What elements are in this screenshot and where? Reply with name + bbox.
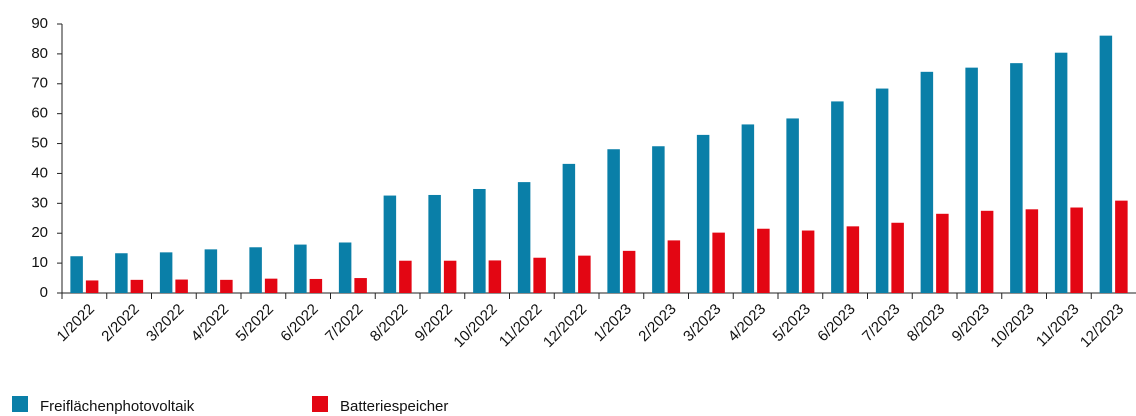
bar [204,249,218,293]
legend-swatch [12,396,28,412]
bar [920,71,934,293]
bar [1099,35,1113,293]
x-tick-label: 7/2022 [322,301,366,345]
x-tick-label: 10/2023 [987,301,1037,351]
bar [936,213,949,293]
x-tick-label: 11/2023 [1033,301,1083,351]
x-tick-label: 2/2022 [98,301,142,345]
bar [159,252,173,293]
bar [130,279,144,293]
bar [846,226,860,293]
y-tick-label: 40 [31,164,48,181]
x-tick-label: 11/2022 [496,301,546,351]
x-tick-label: 9/2022 [412,301,456,345]
x-tick-label: 9/2023 [949,301,993,345]
bar [712,232,725,293]
x-tick-label: 1/2022 [54,301,98,345]
x-tick-label: 12/2022 [540,301,590,351]
bar [488,260,502,293]
bar [622,250,636,293]
legend-label: Freiflächenphotovoltaik [40,398,195,415]
bar [1115,200,1128,293]
bar [980,210,994,293]
bar [473,188,486,293]
x-tick-label: 1/2023 [591,301,635,345]
x-tick-label: 4/2022 [188,301,232,345]
bar [652,146,665,293]
y-tick-label: 30 [31,194,48,211]
bar [85,280,99,293]
bar [533,257,546,293]
bar [428,194,441,293]
bar [757,228,770,293]
bar [70,256,83,293]
bar [383,195,397,293]
bar [562,163,576,293]
bar [1025,209,1039,293]
bar [801,230,815,293]
y-tick-label: 60 [31,105,48,122]
x-tick-label: 3/2023 [680,301,724,345]
bar [309,278,323,293]
bar [696,134,710,293]
x-tick-label: 6/2022 [277,301,321,345]
x-tick-label: 6/2023 [814,301,858,345]
bar [891,222,904,293]
y-tick-label: 90 [31,15,48,32]
bar [1070,207,1083,293]
y-tick-label: 80 [31,45,48,62]
bar [831,101,844,293]
bar [249,247,262,293]
bar [786,118,799,294]
bar [399,260,412,293]
bar [338,242,352,293]
bar [220,279,233,293]
bar [1054,52,1068,294]
bar [1010,63,1023,293]
bar [667,240,681,293]
x-tick-label: 2/2023 [635,301,679,345]
x-tick-label: 5/2022 [233,301,277,345]
x-tick-label: 10/2022 [450,301,500,351]
bar [354,278,367,293]
bar [264,278,278,293]
bar [294,244,307,293]
x-tick-label: 3/2022 [143,301,187,345]
bar [965,67,978,293]
bar [443,260,457,293]
x-tick-label: 7/2023 [859,301,903,345]
x-tick-label: 8/2023 [904,301,948,345]
legend-label: Batteriespeicher [340,398,448,415]
bar [578,255,591,293]
legend-swatch [312,396,328,412]
x-tick-label: 8/2022 [367,301,411,345]
bar [517,182,531,293]
bar [607,149,620,293]
y-tick-label: 0 [40,284,48,301]
y-tick-label: 50 [31,135,48,152]
y-tick-label: 10 [31,254,48,271]
bar [741,124,755,293]
bar [175,279,188,293]
bar [115,253,128,293]
y-tick-label: 20 [31,224,48,241]
x-tick-label: 5/2023 [770,301,814,345]
x-tick-label: 12/2023 [1077,301,1127,351]
bar [875,88,889,293]
x-tick-label: 4/2023 [725,301,769,345]
y-tick-label: 70 [31,75,48,92]
